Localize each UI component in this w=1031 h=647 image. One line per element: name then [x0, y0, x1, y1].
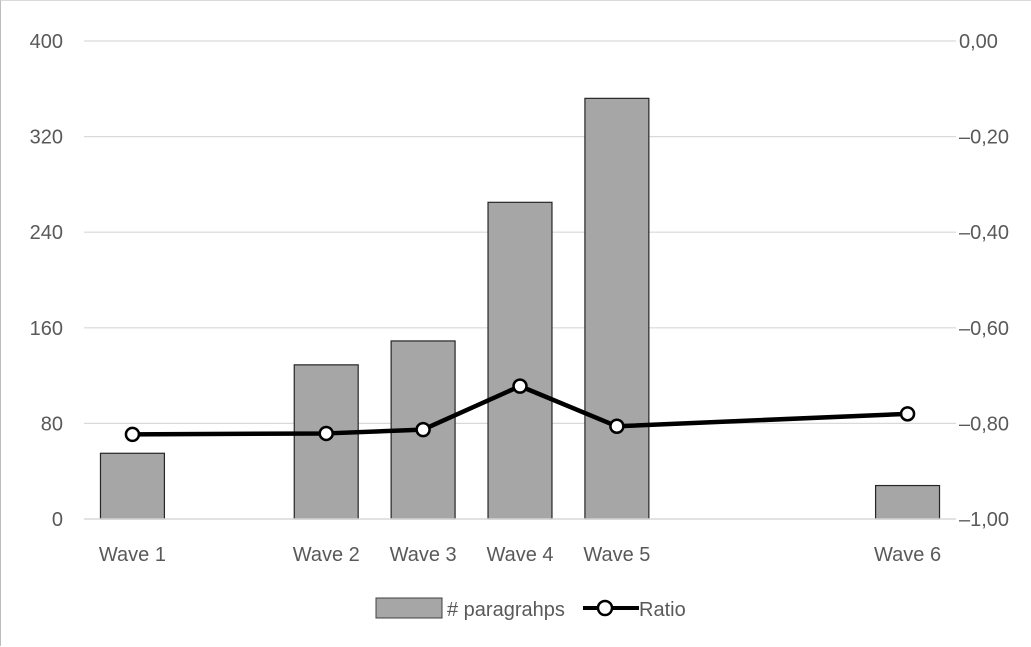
left-tick-label: 160: [30, 318, 63, 340]
right-tick-label: –0,20: [959, 127, 1009, 149]
legend-line-marker: [596, 599, 614, 617]
left-tick-label: 80: [41, 413, 63, 435]
category-label: Wave 2: [293, 544, 360, 566]
right-tick-label: –1,00: [959, 509, 1009, 531]
left-tick-label: 400: [30, 31, 63, 53]
category-label: Wave 3: [390, 544, 457, 566]
bar-series: [99, 97, 941, 520]
ratio-point: [609, 418, 625, 435]
right-tick-label: –0,40: [959, 222, 1009, 244]
bar: [99, 452, 166, 520]
category-label: Wave 1: [99, 544, 166, 566]
right-tick-label: –0,60: [959, 318, 1009, 340]
ratio-point: [512, 378, 528, 394]
left-tick-label: 0: [52, 509, 63, 531]
bar: [293, 364, 359, 520]
left-tick-label: 240: [30, 222, 63, 244]
legend-line-label: Ratio: [639, 599, 686, 621]
right-tick-label: –0,80: [959, 413, 1009, 435]
left-tick-label: 320: [30, 127, 63, 149]
right-tick-label: 0,00: [959, 31, 998, 53]
bar: [487, 201, 553, 520]
legend: # paragrahps Ratio: [375, 597, 686, 621]
line-series: [124, 378, 916, 443]
legend-bar-label: # paragrahps: [447, 599, 565, 621]
bar: [584, 97, 650, 520]
ratio-point: [415, 421, 431, 438]
left-axis-ticks: 0 80 160 240 320 400: [30, 31, 63, 531]
category-labels: Wave 1 Wave 2 Wave 3 Wave 4 Wave 5 Wave 6: [99, 544, 941, 566]
ratio-point: [318, 425, 334, 442]
ratio-line: [132, 383, 908, 437]
legend-bar-swatch: [375, 597, 443, 619]
bar: [874, 484, 941, 520]
ratio-point: [899, 406, 916, 422]
category-label: Wave 5: [583, 544, 650, 566]
category-label: Wave 4: [486, 544, 553, 566]
right-axis-ticks: –1,00 –0,80 –0,60 –0,40 –0,20 0,00: [959, 31, 1009, 531]
ratio-point: [124, 426, 141, 443]
category-label: Wave 6: [874, 544, 941, 566]
